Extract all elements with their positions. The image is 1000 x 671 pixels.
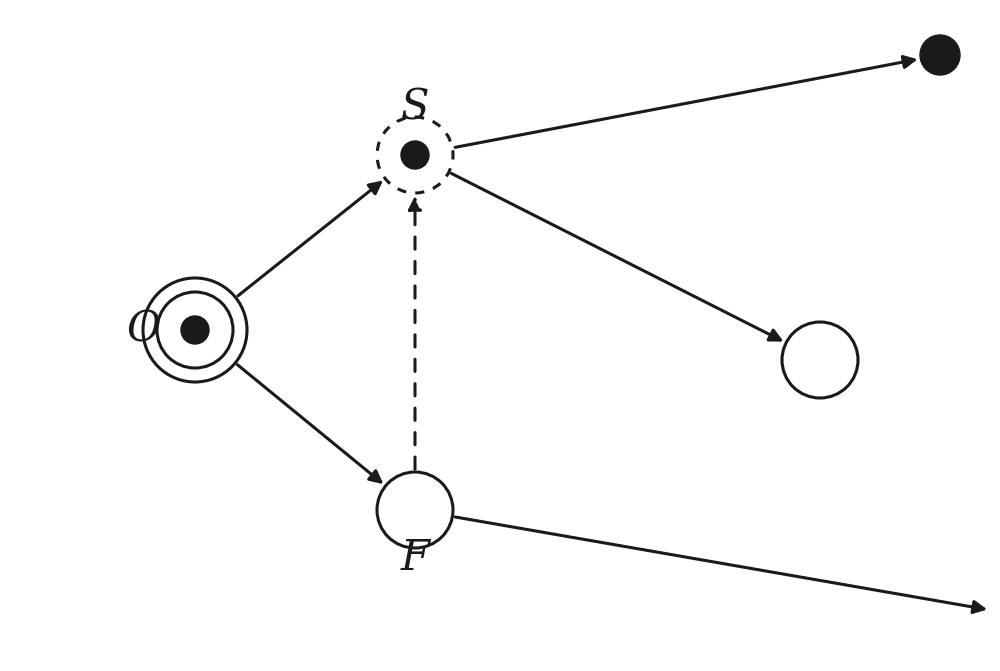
Text: F: F (401, 537, 429, 579)
Circle shape (782, 322, 858, 398)
Circle shape (143, 278, 247, 382)
Circle shape (377, 117, 453, 193)
Text: S: S (401, 86, 429, 128)
Circle shape (401, 141, 429, 169)
Text: O: O (126, 309, 160, 351)
Circle shape (181, 316, 209, 344)
Circle shape (920, 35, 960, 75)
Circle shape (157, 292, 233, 368)
Circle shape (377, 472, 453, 548)
